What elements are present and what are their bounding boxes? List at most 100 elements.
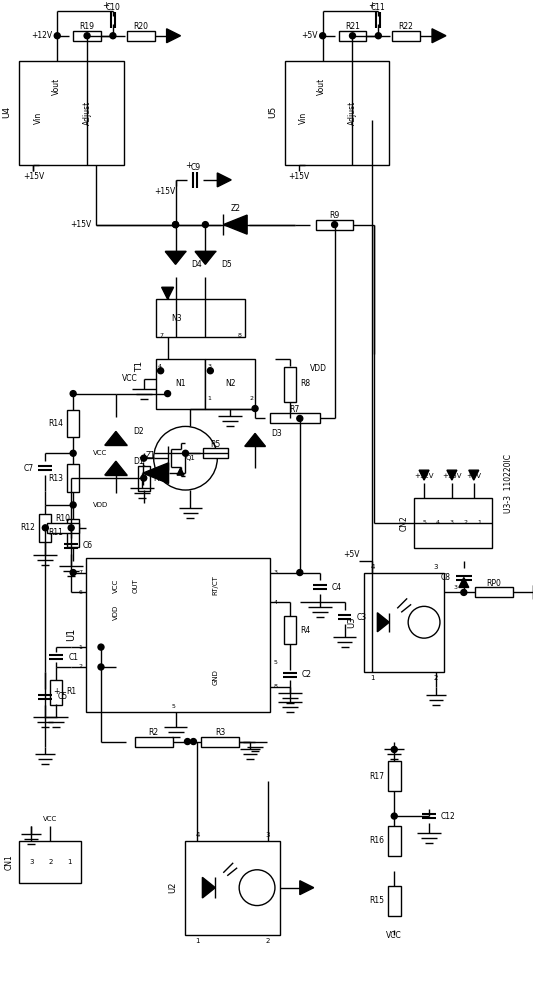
Text: Z2: Z2 <box>230 204 240 213</box>
Polygon shape <box>105 431 127 445</box>
Text: 6: 6 <box>78 590 82 595</box>
Text: C6: C6 <box>83 541 93 550</box>
Text: Vin: Vin <box>299 112 308 124</box>
Text: C3: C3 <box>356 613 366 622</box>
Text: 3: 3 <box>434 564 438 570</box>
Circle shape <box>70 450 76 456</box>
Circle shape <box>391 747 397 752</box>
Polygon shape <box>195 251 216 264</box>
Text: OUT: OUT <box>133 578 139 593</box>
Text: CN2: CN2 <box>399 515 408 531</box>
Text: R10: R10 <box>56 514 71 523</box>
Text: C1: C1 <box>68 653 78 662</box>
Circle shape <box>297 415 303 421</box>
Text: VCC: VCC <box>122 374 138 383</box>
Text: 2: 2 <box>266 938 270 944</box>
Text: 2: 2 <box>78 664 82 669</box>
Text: N2: N2 <box>225 379 235 388</box>
Circle shape <box>70 502 76 508</box>
Text: Q1: Q1 <box>186 455 195 461</box>
Polygon shape <box>165 251 186 264</box>
Circle shape <box>332 222 338 228</box>
Text: 5: 5 <box>274 660 278 665</box>
Bar <box>284 616 296 644</box>
Text: 4: 4 <box>436 520 440 525</box>
Text: Adjust: Adjust <box>83 101 92 125</box>
Bar <box>186 841 280 935</box>
Text: R1: R1 <box>66 687 77 696</box>
Text: GND: GND <box>212 669 218 685</box>
Circle shape <box>391 813 397 819</box>
Bar <box>388 826 401 856</box>
Circle shape <box>297 570 303 576</box>
Bar <box>50 680 62 705</box>
Text: 3: 3 <box>208 364 211 369</box>
Text: R5: R5 <box>210 440 220 449</box>
Text: +12V: +12V <box>414 473 434 479</box>
Polygon shape <box>105 461 127 475</box>
Text: 8: 8 <box>274 684 278 689</box>
Circle shape <box>158 368 164 374</box>
Text: R15: R15 <box>369 896 384 905</box>
Circle shape <box>190 739 196 745</box>
Polygon shape <box>432 29 446 43</box>
Text: 1: 1 <box>370 675 374 681</box>
Polygon shape <box>469 470 479 480</box>
Text: +15V: +15V <box>288 172 309 181</box>
Text: 2: 2 <box>249 396 253 401</box>
Circle shape <box>461 589 467 595</box>
Text: 2: 2 <box>48 859 52 865</box>
Text: C12: C12 <box>441 812 456 821</box>
Text: +15V: +15V <box>154 187 175 196</box>
Text: +15V: +15V <box>23 172 44 181</box>
Polygon shape <box>162 287 173 299</box>
Bar <box>127 31 155 41</box>
Text: 5: 5 <box>172 704 175 709</box>
Text: R7: R7 <box>290 405 300 414</box>
Text: 4: 4 <box>158 364 162 369</box>
Text: D2: D2 <box>133 427 143 436</box>
Text: Vout: Vout <box>51 78 60 95</box>
Bar <box>205 359 255 409</box>
Text: R11: R11 <box>48 528 63 537</box>
Circle shape <box>182 450 188 456</box>
Text: R13: R13 <box>48 474 63 483</box>
Text: 1: 1 <box>67 859 72 865</box>
Circle shape <box>70 570 76 576</box>
Bar <box>73 31 101 41</box>
Text: C5: C5 <box>57 692 67 701</box>
Text: R8: R8 <box>300 379 310 388</box>
Text: U4: U4 <box>3 106 12 118</box>
Bar <box>388 886 401 916</box>
Text: VCC: VCC <box>386 931 402 940</box>
Circle shape <box>98 644 104 650</box>
Circle shape <box>349 33 355 39</box>
Polygon shape <box>533 585 535 599</box>
Text: U1: U1 <box>66 628 76 641</box>
Text: D5: D5 <box>221 260 232 269</box>
Text: 4: 4 <box>370 564 374 570</box>
Text: 8: 8 <box>238 333 241 338</box>
Text: Z1: Z1 <box>146 451 156 460</box>
Text: 3: 3 <box>266 832 270 838</box>
Bar <box>392 31 420 41</box>
Text: +5V: +5V <box>301 31 318 40</box>
Bar <box>203 448 228 458</box>
Polygon shape <box>177 468 184 475</box>
Circle shape <box>165 391 171 397</box>
Bar <box>201 737 239 747</box>
Text: 2: 2 <box>434 675 438 681</box>
Bar <box>138 466 150 491</box>
Bar <box>19 841 81 883</box>
Bar <box>270 413 320 423</box>
Circle shape <box>173 222 179 228</box>
Bar <box>388 761 401 791</box>
Text: Adjust: Adjust <box>348 101 357 125</box>
Text: 1: 1 <box>78 645 82 650</box>
Polygon shape <box>202 877 215 898</box>
Text: 1: 1 <box>195 938 200 944</box>
Text: R12: R12 <box>20 523 35 532</box>
Text: D4: D4 <box>192 260 202 269</box>
Text: +: + <box>53 687 59 696</box>
Bar <box>47 523 79 533</box>
